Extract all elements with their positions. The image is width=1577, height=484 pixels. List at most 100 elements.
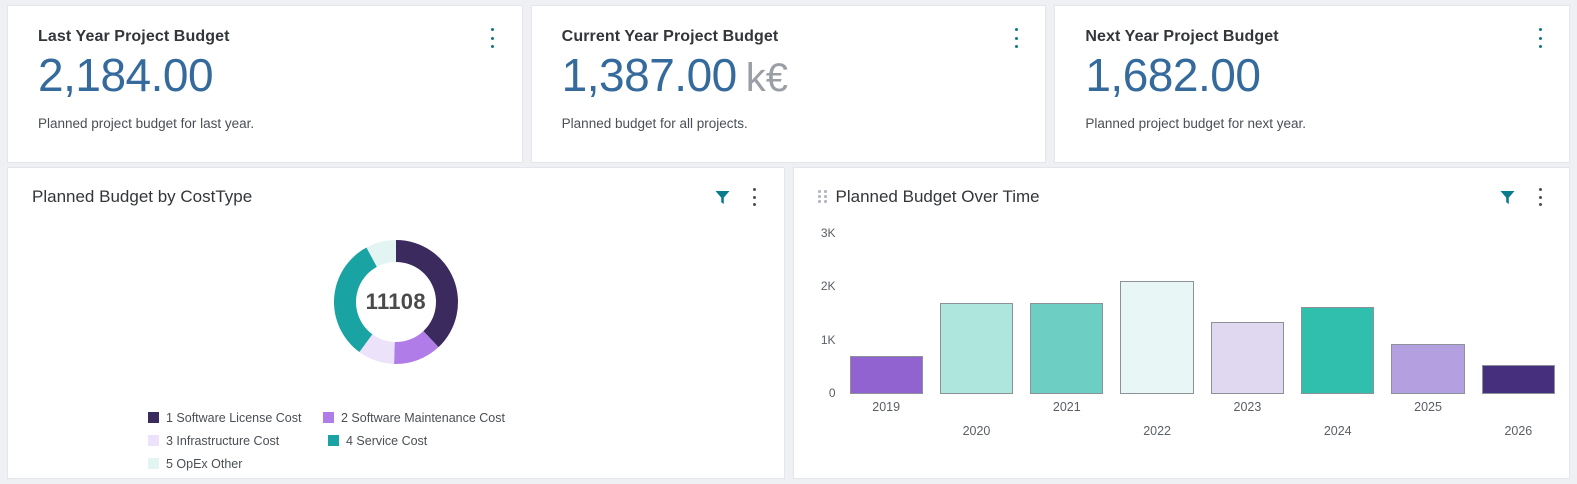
- legend-label: 5 OpEx Other: [166, 456, 243, 471]
- y-axis-tick-label: 0: [828, 386, 836, 400]
- kebab-menu-icon[interactable]: [1009, 28, 1023, 48]
- dot: [1538, 36, 1542, 40]
- x-axis-cell: 2023: [1211, 398, 1284, 450]
- legend-item[interactable]: 1 Software License Cost: [148, 406, 323, 429]
- kebab-menu-icon[interactable]: [1533, 28, 1547, 48]
- legend-swatch: [148, 458, 159, 469]
- x-axis-cell: 2025: [1391, 398, 1464, 450]
- dot: [491, 45, 495, 48]
- dot: [817, 200, 821, 203]
- x-axis-labels: 2019 2020 2021 2022 2023 2024 2025 2026: [850, 398, 1556, 450]
- kpi-value-line: 1,387.00 k€: [561, 49, 1022, 102]
- bar-series: [849, 234, 1555, 394]
- dot: [753, 188, 756, 191]
- bar[interactable]: [1210, 322, 1285, 394]
- donut-svg: [333, 240, 458, 364]
- dot: [491, 28, 495, 31]
- legend-item[interactable]: 4 Service Cost: [328, 429, 503, 452]
- x-axis-tick-label: 2025: [1414, 400, 1442, 414]
- legend-item[interactable]: 3 Infrastructure Cost: [148, 429, 328, 452]
- dot: [1014, 36, 1018, 40]
- x-axis-cell: 2021: [1030, 398, 1103, 450]
- chart-panel-row: Planned Budget by CostType: [0, 162, 1577, 478]
- bar[interactable]: [1391, 343, 1465, 394]
- dot: [823, 195, 827, 198]
- kebab-menu-icon[interactable]: [1533, 188, 1547, 206]
- kpi-title: Last Year Project Budget: [38, 28, 230, 45]
- legend-swatch: [148, 435, 159, 446]
- x-axis-tick-label: 2026: [1504, 424, 1533, 438]
- bar-plot-area: [849, 234, 1555, 394]
- dot: [753, 195, 756, 199]
- bar[interactable]: [1120, 280, 1194, 394]
- panel-header-icons: [1499, 188, 1547, 206]
- dot: [823, 200, 827, 203]
- legend-swatch: [328, 435, 339, 446]
- dot: [1538, 195, 1542, 199]
- kpi-subtitle: Planned project budget for last year.: [38, 115, 255, 131]
- dot: [1538, 188, 1542, 191]
- x-axis-tick-label: 2020: [962, 424, 991, 438]
- x-axis-cell: 2019: [850, 398, 923, 450]
- bar[interactable]: [939, 302, 1014, 394]
- kpi-value-line: 1,682.00: [1085, 49, 1545, 102]
- x-axis-cell: 2024: [1301, 398, 1374, 450]
- panel-title: Planned Budget Over Time: [835, 187, 1040, 206]
- donut-slice[interactable]: [393, 331, 439, 364]
- panel-planned-budget-by-costtype: Planned Budget by CostType: [8, 168, 784, 478]
- legend-swatch: [323, 412, 334, 423]
- bar-chart-body: 2019 2020 2021 2022 2023 2024 2025 2026 0 1K 2K 3K: [794, 226, 1570, 482]
- dot: [1538, 203, 1542, 206]
- y-axis-tick-label: 1K: [820, 332, 836, 347]
- kpi-card-last-year[interactable]: Last Year Project Budget 2,184.00 Planne…: [8, 6, 522, 162]
- x-axis-tick-label: 2023: [1233, 400, 1262, 414]
- x-axis-tick-label: 2022: [1143, 424, 1171, 438]
- legend-swatch: [148, 412, 159, 423]
- kpi-card-row: Last Year Project Budget 2,184.00 Planne…: [0, 0, 1577, 162]
- kpi-unit: k€: [745, 56, 788, 100]
- dot: [817, 195, 821, 198]
- bar[interactable]: [849, 355, 923, 394]
- kpi-title: Next Year Project Budget: [1085, 28, 1279, 45]
- legend-item[interactable]: 2 Software Maintenance Cost: [323, 406, 593, 429]
- donut-slice[interactable]: [333, 247, 377, 353]
- kpi-value: 1,387.00: [561, 49, 738, 101]
- bar[interactable]: [1301, 306, 1375, 394]
- kpi-title: Current Year Project Budget: [561, 28, 779, 45]
- panel-planned-budget-over-time: Planned Budget Over Time: [793, 168, 1570, 478]
- dot: [1014, 28, 1018, 31]
- donut-chart[interactable]: 11108: [8, 226, 784, 398]
- kpi-card-current-year[interactable]: Current Year Project Budget 1,387.00 k€ …: [531, 6, 1046, 162]
- dot: [1538, 45, 1542, 48]
- legend-label: 4 Service Cost: [346, 433, 428, 448]
- panel-header-icons: [714, 188, 762, 206]
- donut-slice[interactable]: [366, 240, 396, 267]
- kpi-value-line: 2,184.00: [38, 49, 498, 102]
- panel-header: Planned Budget by CostType: [8, 168, 784, 226]
- filter-funnel-icon[interactable]: [1499, 189, 1516, 206]
- drag-handle-icon[interactable]: [817, 190, 827, 204]
- dot: [753, 203, 756, 206]
- donut-slice[interactable]: [395, 240, 458, 348]
- legend-label: 1 Software License Cost: [166, 410, 302, 425]
- x-axis-cell: 2026: [1482, 398, 1555, 450]
- kebab-menu-icon[interactable]: [748, 188, 762, 206]
- kpi-subtitle: Planned project budget for next year.: [1085, 115, 1306, 131]
- y-axis-tick-label: 2K: [820, 279, 836, 294]
- panel-title: Planned Budget by CostType: [32, 187, 253, 206]
- kebab-menu-icon[interactable]: [486, 28, 500, 48]
- kpi-value: 1,682.00: [1085, 49, 1261, 101]
- panel-header: Planned Budget Over Time: [794, 168, 1570, 226]
- bar[interactable]: [1030, 302, 1104, 394]
- kpi-card-next-year[interactable]: Next Year Project Budget 1,682.00 Planne…: [1055, 6, 1570, 162]
- legend-item[interactable]: 5 OpEx Other: [148, 452, 418, 475]
- legend-label: 2 Software Maintenance Cost: [341, 410, 505, 425]
- bar[interactable]: [1481, 364, 1555, 394]
- dot: [1538, 28, 1542, 31]
- filter-funnel-icon[interactable]: [714, 189, 731, 206]
- donut-legend: 1 Software License Cost 2 Software Maint…: [148, 406, 764, 475]
- donut-slice[interactable]: [359, 334, 395, 364]
- legend-label: 3 Infrastructure Cost: [166, 433, 280, 448]
- donut-chart-body: 11108 1 Software License Cost 2 Software…: [8, 226, 784, 482]
